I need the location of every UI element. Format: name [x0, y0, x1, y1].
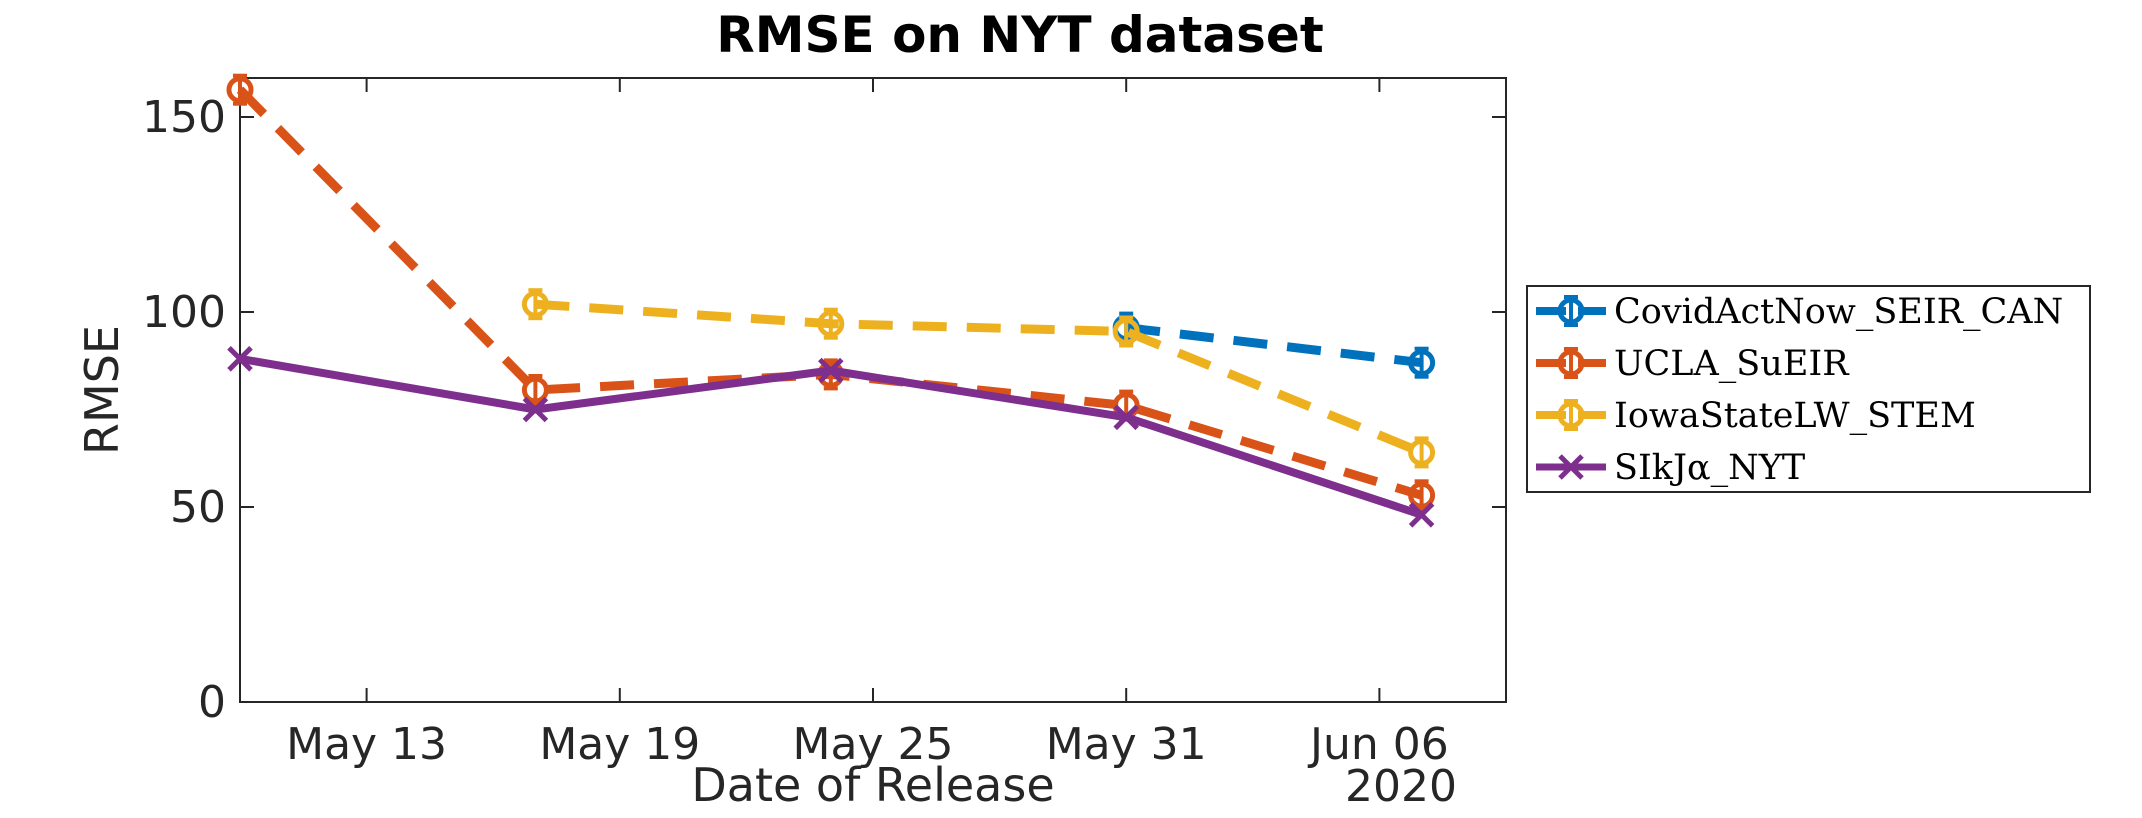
x-axis-secondary-label: 2020 [1345, 761, 1457, 812]
y-axis-ticks: 0 50 100 150 [142, 92, 1506, 728]
series-line [535, 299, 1424, 457]
series-line [1125, 323, 1423, 368]
x-tick-label: May 13 [286, 719, 447, 770]
y-tick-label: 0 [198, 677, 226, 728]
y-axis-label: RMSE [75, 325, 129, 455]
x-axis-ticks: May 13 May 19 May 25 May 31 Jun 06 [286, 78, 1449, 770]
plot-area [239, 77, 1507, 703]
legend-box [1526, 285, 2091, 493]
legend-label: CovidActNow_SEIR_CAN [1614, 292, 2063, 332]
chart-title: RMSE on NYT dataset [716, 6, 1324, 64]
legend-marker [1557, 347, 1585, 379]
series-layer [226, 73, 1436, 528]
y-tick-label: 150 [142, 92, 226, 143]
series-3 [227, 346, 1435, 528]
legend-item: IowaStateLW_STEM [1536, 396, 1976, 436]
data-point [227, 346, 253, 372]
data-point [522, 396, 549, 423]
x-tick-label: May 31 [1046, 719, 1207, 770]
legend-label: IowaStateLW_STEM [1614, 396, 1976, 436]
x-tick-label: May 19 [539, 719, 700, 770]
y-tick-label: 50 [170, 482, 226, 533]
data-point [521, 288, 549, 321]
data-point [1113, 404, 1139, 431]
legend-marker [1558, 454, 1584, 480]
legend-marker [1557, 399, 1585, 431]
legend: CovidActNow_SEIR_CAN UCLA_SuEIR IowaStateL… [1526, 285, 2091, 493]
legend-item: UCLA_SuEIR [1536, 344, 1850, 384]
data-point [1408, 436, 1436, 469]
x-axis-label: Date of Release [691, 758, 1054, 812]
legend-items: CovidActNow_SEIR_CAN UCLA_SuEIR IowaStateL… [1536, 292, 2063, 488]
data-point [1408, 346, 1436, 379]
data-point [818, 357, 844, 384]
data-point [1408, 502, 1435, 528]
y-tick-label: 100 [142, 287, 226, 338]
x-tick-label: May 25 [793, 719, 954, 770]
data-point [1112, 315, 1140, 348]
series-2 [521, 288, 1436, 469]
data-point [817, 307, 845, 340]
legend-item: SIkJα_NYT [1536, 448, 1805, 488]
legend-item: CovidActNow_SEIR_CAN [1536, 292, 2063, 332]
legend-marker [1557, 295, 1585, 327]
x-tick-label: Jun 06 [1307, 719, 1449, 770]
legend-label: UCLA_SuEIR [1614, 344, 1850, 384]
data-point [226, 73, 254, 106]
legend-label: SIkJα_NYT [1614, 448, 1805, 488]
